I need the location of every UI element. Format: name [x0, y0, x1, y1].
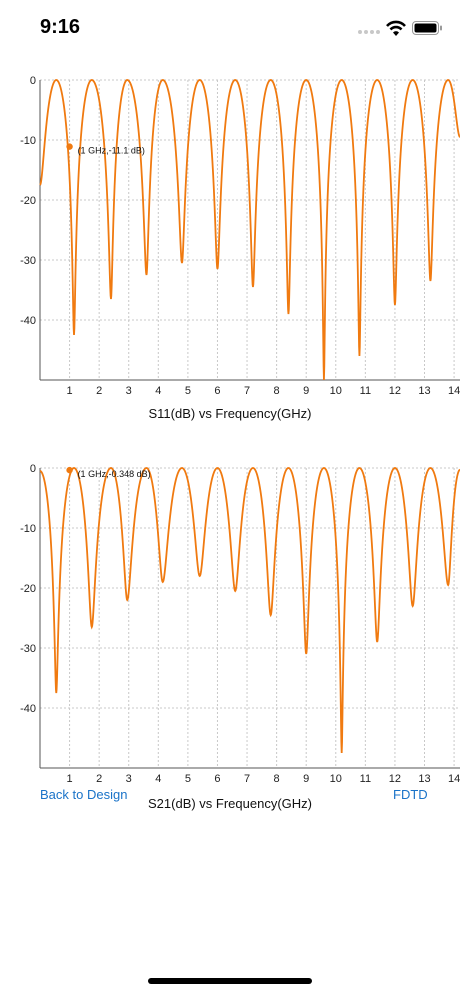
s11-x-tick-label: 7 — [244, 385, 250, 397]
s21-x-tick-label: 4 — [155, 773, 161, 785]
s11-x-tick-label: 11 — [360, 385, 371, 397]
s11-x-tick-label: 9 — [303, 385, 309, 397]
status-bar: 9:16 — [0, 0, 460, 56]
s11-x-tick-label: 1 — [67, 385, 73, 397]
s21-x-tick-label: 10 — [330, 773, 342, 785]
s11-marker-label: (1 GHz,-11.1 dB) — [78, 146, 145, 156]
s21-y-tick-label: 0 — [30, 463, 36, 475]
s21-x-tick-label: 3 — [126, 773, 132, 785]
s21-x-tick-label: 5 — [185, 773, 191, 785]
s11-x-tick-label: 4 — [155, 385, 161, 397]
s21-y-tick-label: -10 — [20, 523, 36, 535]
s21-series-line — [39, 467, 460, 754]
s11-y-tick-label: -20 — [20, 195, 36, 207]
s11-x-tick-label: 13 — [418, 385, 430, 397]
s11-x-tick-label: 14 — [448, 385, 460, 397]
signal-dots-icon — [358, 30, 380, 34]
s21-x-tick-label: 8 — [274, 773, 280, 785]
s21-marker-label: (1 GHz,-0.348 dB) — [78, 469, 151, 479]
s21-x-tick-label: 9 — [303, 773, 309, 785]
fdtd-button[interactable]: FDTD — [393, 787, 428, 802]
s21-y-tick-label: -40 — [20, 703, 36, 715]
s11-x-tick-label: 12 — [389, 385, 401, 397]
s21-x-tick-label: 2 — [96, 773, 102, 785]
s21-x-tick-label: 7 — [244, 773, 250, 785]
s11-x-tick-label: 6 — [214, 385, 220, 397]
back-to-design-button[interactable]: Back to Design — [40, 787, 128, 802]
s21-y-tick-label: -20 — [20, 583, 36, 595]
s11-x-tick-label: 3 — [126, 385, 132, 397]
s21-x-tick-label: 6 — [214, 773, 220, 785]
s21-x-tick-label: 12 — [389, 773, 401, 785]
s11-y-tick-label: -40 — [20, 315, 36, 327]
s11-marker-point — [66, 143, 73, 150]
wifi-icon — [386, 20, 406, 36]
s11-axis-title: S11(dB) vs Frequency(GHz) — [148, 406, 312, 421]
s11-x-tick-label: 10 — [330, 385, 342, 397]
s21-y-tick-label: -30 — [20, 643, 36, 655]
s11-x-tick-label: 8 — [274, 385, 280, 397]
s11-y-tick-label: -10 — [20, 135, 36, 147]
status-icons — [358, 20, 442, 36]
s21-axis-title: S21(dB) vs Frequency(GHz) — [148, 796, 312, 811]
status-time: 9:16 — [40, 16, 81, 38]
s11-x-tick-label: 5 — [185, 385, 191, 397]
s21-x-tick-label: 1 — [67, 773, 73, 785]
s21-x-tick-label: 13 — [418, 773, 430, 785]
s11-y-tick-label: -30 — [20, 255, 36, 267]
home-indicator — [148, 978, 312, 984]
s21-x-tick-label: 14 — [448, 773, 460, 785]
s11-x-tick-label: 2 — [96, 385, 102, 397]
battery-icon — [412, 21, 442, 35]
s11-series-line — [39, 79, 460, 381]
s21-x-tick-label: 11 — [360, 773, 371, 785]
s21-chart: 1 2 3 4 5 6 7 8 9 10 11 12 13 140-10-20-30-40(1 GHz,-… — [20, 463, 460, 785]
s11-y-tick-label: 0 — [30, 75, 36, 87]
s21-marker-point — [66, 466, 73, 474]
s11-chart: 1 2 3 4 5 6 7 8 9 10 11 12 13 140-10-20-30-40(1 GHz,-… — [20, 75, 460, 397]
